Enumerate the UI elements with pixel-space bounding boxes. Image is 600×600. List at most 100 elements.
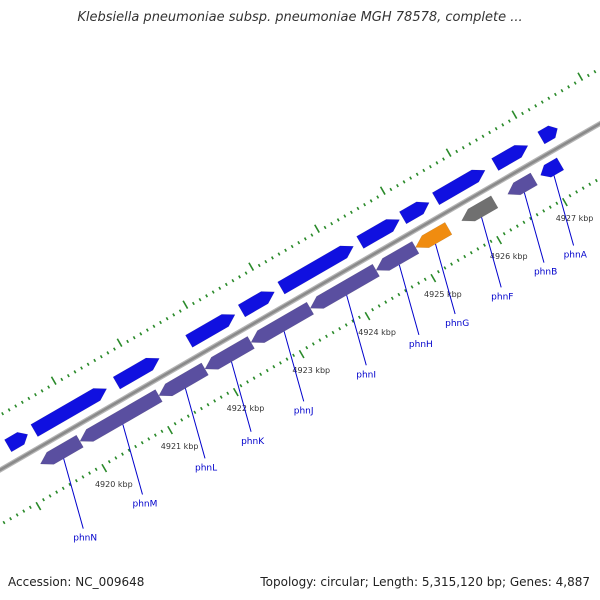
minor-tick — [7, 408, 11, 412]
minor-tick — [48, 494, 52, 498]
minor-tick — [502, 232, 506, 236]
minor-tick — [535, 213, 539, 217]
minor-tick — [390, 296, 394, 301]
minor-tick — [534, 104, 538, 108]
minor-tick — [218, 286, 222, 290]
gene-phnH — [375, 240, 420, 271]
minor-tick — [376, 195, 380, 199]
gene-phnG — [415, 221, 453, 249]
gene-f2 — [30, 388, 108, 437]
minor-tick — [494, 126, 498, 131]
minor-tick — [357, 315, 361, 320]
minor-tick — [436, 270, 440, 274]
minor-tick — [349, 210, 353, 214]
minor-tick — [404, 289, 407, 293]
gene-phnA — [540, 157, 565, 178]
label-phnJ: phnJ — [294, 406, 314, 416]
minor-tick — [259, 372, 263, 377]
minor-tick — [191, 301, 195, 306]
minor-tick — [461, 145, 465, 150]
label-phnB: phnB — [534, 268, 557, 278]
minor-tick — [160, 429, 164, 434]
minor-tick — [450, 262, 453, 266]
scale-label: 4924 kbp — [358, 328, 396, 337]
minor-tick — [463, 254, 467, 259]
minor-tick — [285, 357, 289, 361]
major-tick — [496, 235, 503, 245]
minor-tick — [555, 201, 559, 206]
minor-tick — [278, 361, 282, 365]
minor-tick — [529, 216, 532, 221]
minor-tick — [422, 168, 426, 173]
minor-tick — [423, 277, 427, 282]
leader-phnL — [184, 388, 206, 459]
minor-tick — [331, 330, 335, 335]
label-phnL: phnL — [195, 463, 217, 473]
minor-tick — [153, 433, 157, 437]
major-tick — [182, 300, 189, 309]
minor-tick — [522, 220, 526, 225]
outer-ticks — [1, 69, 597, 416]
scale-label: 4922 kbp — [227, 404, 265, 413]
gene-f7 — [356, 219, 400, 249]
minor-tick — [80, 366, 83, 370]
inner-ticks — [2, 178, 598, 525]
minor-tick — [61, 486, 65, 491]
minor-tick — [481, 134, 485, 138]
gene-phnF — [461, 195, 499, 222]
minor-tick — [311, 342, 315, 346]
major-tick — [314, 224, 320, 233]
minor-tick — [568, 194, 572, 198]
minor-tick — [145, 328, 149, 332]
minor-tick — [140, 441, 144, 445]
minor-tick — [469, 251, 473, 255]
minor-tick — [206, 403, 210, 407]
leader-phnI — [346, 295, 367, 366]
minor-tick — [475, 138, 478, 142]
minor-tick — [172, 313, 176, 317]
minor-tick — [521, 111, 524, 116]
minor-tick — [318, 338, 322, 342]
minor-tick — [468, 142, 472, 146]
minor-tick — [9, 517, 13, 521]
minor-tick — [22, 509, 26, 513]
scale-label: 4920 kbp — [95, 480, 133, 489]
minor-tick — [127, 448, 131, 453]
minor-tick — [86, 362, 90, 366]
minor-tick — [588, 182, 592, 187]
minor-tick — [435, 161, 439, 165]
minor-tick — [303, 237, 307, 241]
minor-tick — [548, 205, 552, 209]
minor-tick — [338, 327, 342, 331]
minor-tick — [139, 332, 143, 336]
major-tick — [298, 349, 305, 359]
label-phnM: phnM — [132, 499, 157, 509]
minor-tick — [121, 452, 124, 456]
leader-phnK — [231, 361, 252, 432]
minor-tick — [198, 297, 202, 302]
minor-tick — [74, 479, 78, 483]
leader-phnN — [63, 458, 84, 529]
minor-tick — [417, 281, 421, 285]
minor-tick — [323, 225, 327, 230]
leader-phnA — [553, 175, 575, 246]
leader-phnM — [122, 424, 143, 495]
minor-tick — [344, 323, 348, 327]
minor-tick — [272, 365, 276, 369]
minor-tick — [507, 119, 511, 123]
minor-tick — [343, 214, 347, 218]
minor-tick — [68, 482, 72, 487]
minor-tick — [593, 69, 597, 74]
minor-tick — [527, 107, 531, 112]
minor-tick — [159, 320, 162, 325]
gene-f9 — [431, 169, 486, 206]
minor-tick — [180, 418, 184, 422]
minor-tick — [297, 240, 301, 245]
gene-f3 — [112, 357, 160, 390]
label-phnF: phnF — [491, 292, 513, 302]
minor-tick — [28, 505, 32, 510]
minor-tick — [178, 309, 182, 313]
gene-f1 — [4, 432, 29, 453]
minor-tick — [277, 252, 281, 256]
